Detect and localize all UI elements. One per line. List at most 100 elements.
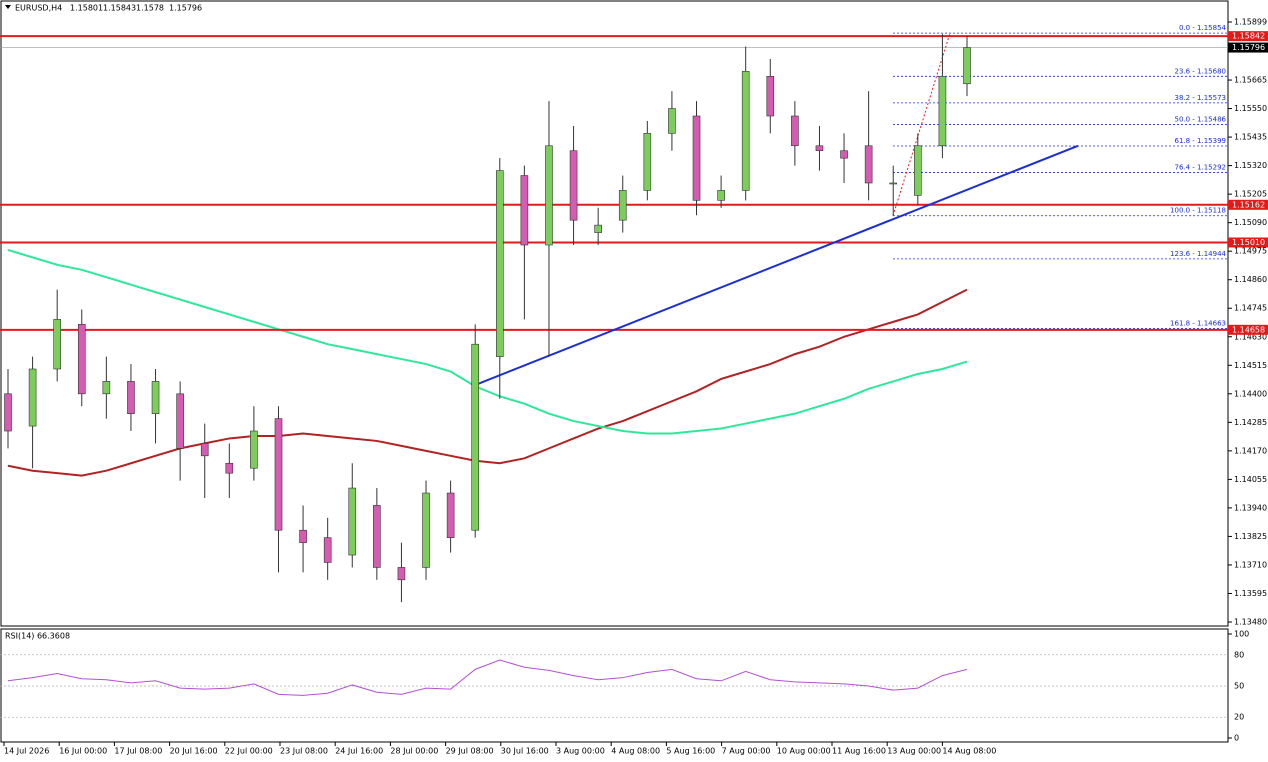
- candle-body: [225, 462, 234, 474]
- y-tick-label: 1.14745: [1234, 304, 1267, 313]
- y-tick-label: 1.15090: [1234, 218, 1267, 227]
- fib-label: 161.8 - 1.14663: [1170, 320, 1226, 328]
- y-tick-label: 1.15320: [1234, 161, 1267, 170]
- candle-body: [889, 182, 898, 185]
- rsi-tick-label: 50: [1234, 682, 1244, 691]
- y-tick-label: 1.13480: [1234, 618, 1267, 627]
- ohlc-value: 1.1578: [136, 4, 164, 13]
- y-tick-label: 1.15435: [1234, 133, 1267, 142]
- rsi-title: RSI(14) 66.3608: [5, 632, 70, 641]
- fib-label: 61.8 - 1.15399: [1174, 137, 1226, 145]
- y-tick-label: 1.14055: [1234, 475, 1267, 484]
- fib-label: 50.0 - 1.15486: [1174, 115, 1226, 123]
- y-tick-label: 1.13825: [1234, 532, 1267, 541]
- moving-average: [7, 288, 968, 477]
- y-tick-label: 1.15205: [1234, 190, 1267, 199]
- ohlc-value: 1.15796: [169, 4, 202, 13]
- level-label: 1.15842: [1232, 32, 1265, 41]
- level-box: [1228, 199, 1268, 210]
- candle-body: [28, 368, 37, 427]
- price-box: [1228, 42, 1268, 53]
- x-tick-label: 11 Aug 16:00: [832, 747, 886, 756]
- candle-body: [864, 145, 873, 184]
- level-label: 1.15010: [1232, 238, 1265, 247]
- level-label: 1.15162: [1232, 200, 1265, 209]
- x-tick-label: 3 Aug 00:00: [556, 747, 605, 756]
- x-tick-label: 7 Aug 00:00: [722, 747, 771, 756]
- candle-body: [77, 324, 86, 395]
- candle-body: [717, 190, 725, 201]
- rsi-tick-label: 80: [1234, 650, 1244, 659]
- x-tick-label: 17 Jul 08:00: [114, 747, 162, 756]
- level-box: [1228, 324, 1268, 335]
- y-tick-label: 1.14170: [1234, 446, 1267, 455]
- level-box: [1228, 237, 1268, 248]
- candle-body: [840, 150, 848, 159]
- candle-body: [618, 190, 627, 221]
- candle-body: [471, 343, 480, 531]
- symbol: EURUSD,H4: [15, 4, 62, 13]
- candle-body: [766, 76, 775, 117]
- candle-body: [741, 71, 750, 191]
- x-tick-label: 24 Jul 16:00: [335, 747, 383, 756]
- candle-body: [274, 418, 283, 531]
- candle-body: [323, 537, 332, 563]
- x-tick-label: 13 Aug 00:00: [887, 747, 941, 756]
- fib-label: 38.2 - 1.15573: [1174, 94, 1226, 102]
- candle-body: [250, 430, 258, 469]
- candle-body: [151, 381, 160, 414]
- trendline: [477, 144, 1079, 385]
- y-tick-label: 1.14975: [1234, 247, 1267, 256]
- candle-body: [176, 393, 184, 449]
- x-tick-label: 30 Jul 16:00: [501, 747, 549, 756]
- candle-body: [914, 145, 922, 196]
- x-tick-label: 4 Aug 08:00: [611, 747, 660, 756]
- fib-label: 123.6 - 1.14944: [1170, 250, 1227, 258]
- candle-body: [127, 381, 135, 414]
- y-tick-label: 1.13595: [1234, 589, 1267, 598]
- candle-body: [397, 567, 406, 581]
- x-tick-label: 14 Aug 08:00: [942, 747, 996, 756]
- x-tick-label: 5 Aug 16:00: [666, 747, 715, 756]
- price-label: 1.15796: [1232, 43, 1265, 52]
- rsi-pane: [0, 628, 1229, 743]
- x-tick-label: 16 Jul 00:00: [59, 747, 107, 756]
- ohlc-value: 1.15801: [70, 4, 103, 13]
- y-tick-label: 1.15550: [1234, 104, 1267, 113]
- candle-body: [102, 381, 111, 395]
- fib-label: 23.6 - 1.15680: [1174, 67, 1226, 75]
- moving-average: [7, 248, 968, 435]
- candle-body: [200, 443, 209, 457]
- y-tick-label: 1.14515: [1234, 361, 1267, 370]
- y-tick-label: 1.14400: [1234, 389, 1267, 398]
- y-tick-label: 1.13940: [1234, 503, 1267, 512]
- x-tick-label: 14 Jul 2026: [4, 747, 49, 756]
- x-tick-label: 20 Jul 16:00: [170, 747, 218, 756]
- candle-body: [446, 492, 455, 538]
- candle-body: [963, 47, 971, 85]
- candle-body: [643, 133, 652, 191]
- menu-arrow[interactable]: [5, 5, 11, 9]
- candle-body: [692, 115, 701, 201]
- y-tick-label: 1.15665: [1234, 76, 1267, 85]
- main-pane: [0, 0, 1229, 627]
- y-tick-label: 1.14630: [1234, 332, 1267, 341]
- x-tick-label: 10 Aug 00:00: [777, 747, 831, 756]
- candle-body: [545, 145, 553, 246]
- candle-body: [495, 170, 504, 357]
- candle-body: [53, 319, 61, 370]
- x-tick-label: 23 Jul 08:00: [280, 747, 328, 756]
- candle-body: [594, 224, 602, 233]
- candle-body: [668, 108, 676, 134]
- candle-body: [4, 393, 12, 432]
- rsi-tick-label: 100: [1234, 630, 1249, 639]
- y-tick-label: 1.15899: [1234, 18, 1267, 27]
- candle-body: [938, 76, 947, 147]
- x-tick-label: 29 Jul 08:00: [446, 747, 494, 756]
- level-label: 1.14658: [1232, 325, 1265, 334]
- fib-label: 100.0 - 1.15118: [1170, 207, 1226, 215]
- rsi-tick-label: 0: [1234, 734, 1239, 743]
- rsi-line: [7, 659, 968, 696]
- candle-body: [520, 175, 529, 246]
